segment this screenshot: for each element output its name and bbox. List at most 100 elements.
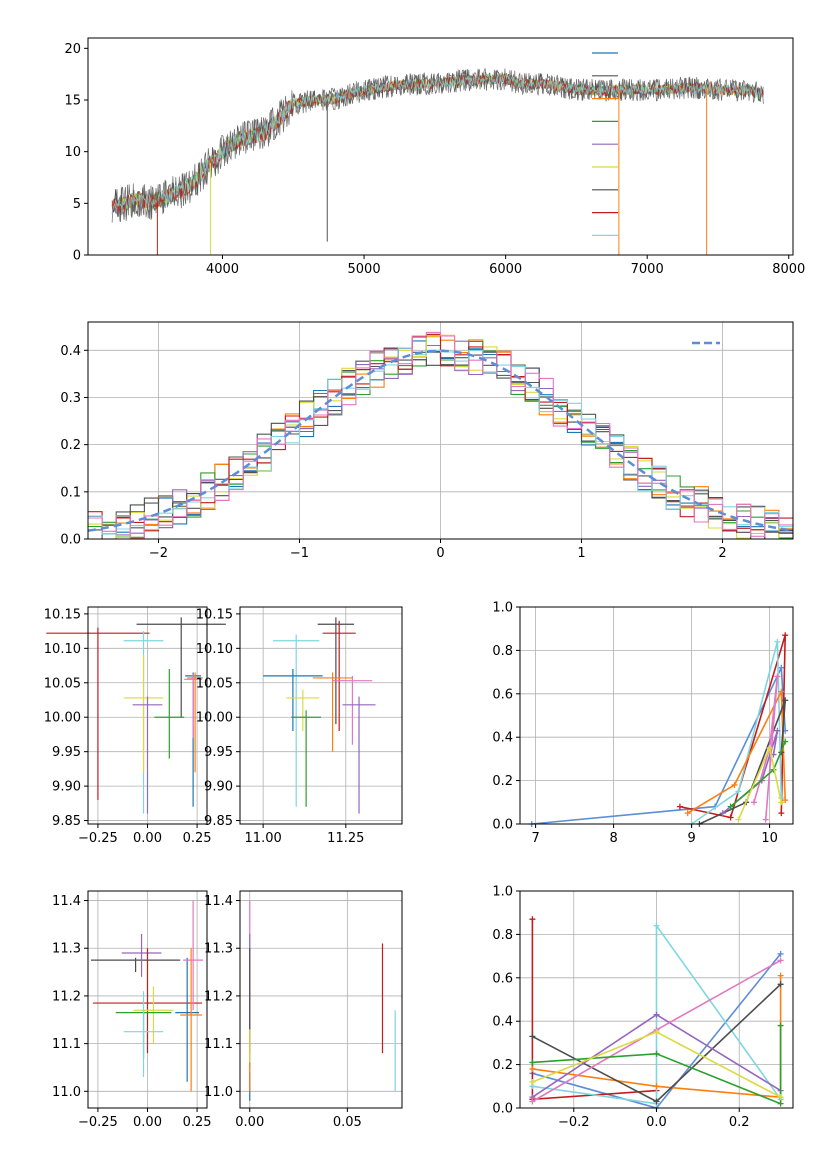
weight-marker	[653, 1029, 660, 1036]
plot-area	[90, 900, 204, 1092]
spectrum-line-5	[111, 73, 764, 215]
y-tick-label: 0.4	[492, 1015, 513, 1030]
x-tick-label: 0.00	[235, 1115, 264, 1130]
y-tick-label: 11.3	[52, 942, 81, 957]
y-tick-label: 10.15	[44, 607, 81, 622]
y-tick-label: 9.85	[52, 814, 81, 829]
y-tick-label: 0.3	[60, 391, 81, 406]
weight-marker	[778, 688, 785, 695]
x-tick-label: 6000	[489, 262, 522, 277]
weight-marker	[774, 638, 781, 645]
histogram-series-9	[88, 347, 793, 535]
y-tick-label: 11.2	[204, 989, 233, 1004]
y-tick-label: 11.1	[52, 1037, 81, 1052]
x-tick-label: −0.2	[558, 1115, 590, 1130]
y-tick-label: 10.10	[196, 642, 233, 657]
x-tick-label: −2	[149, 546, 168, 561]
y-tick-label: 9.90	[204, 780, 233, 795]
weight-marker	[653, 1083, 660, 1090]
y-tick-label: 5	[73, 197, 81, 212]
y-tick-label: 10.00	[44, 711, 81, 726]
y-tick-label: 0.8	[492, 644, 513, 659]
y-tick-label: 1.0	[492, 601, 513, 616]
weight-marker	[731, 781, 738, 788]
x-tick-label: 0.25	[183, 1115, 212, 1130]
axes-frame	[87, 890, 208, 1109]
weight-line-3	[691, 641, 783, 825]
weight-marker	[778, 810, 785, 817]
spectrum-line-2	[111, 68, 764, 222]
weight-marker	[653, 1098, 660, 1105]
axes-frame	[239, 890, 403, 1109]
plot-area	[263, 617, 376, 814]
weight-marker	[778, 799, 785, 806]
x-tick-label: 4000	[206, 262, 239, 277]
spectrum-line-1	[111, 72, 764, 212]
y-tick-label: 0.1	[60, 485, 81, 500]
x-tick-label: 0	[436, 546, 444, 561]
y-tick-label: 0.6	[492, 971, 513, 986]
x-tick-label: 11.25	[327, 831, 364, 846]
weight-marker	[529, 1033, 536, 1040]
histogram-series-8	[88, 333, 793, 535]
weight-marker	[782, 797, 789, 804]
x-tick-label: 5000	[348, 262, 381, 277]
weight-marker	[529, 1098, 536, 1105]
panel-1: 4000 5000 6000 7000 8000 0 5 10 15 20	[64, 42, 805, 277]
y-tick-label: 0	[73, 249, 81, 264]
y-tick-label: 20	[64, 42, 81, 57]
x-tick-label: −1	[290, 546, 309, 561]
y-tick-label: 0.6	[492, 687, 513, 702]
panel-3: −0.25 0.00 0.25 9.85 9.90 9.95 10.00 10.05 10.10…	[44, 607, 226, 846]
weight-marker	[727, 814, 734, 821]
plot-area	[528, 632, 789, 827]
y-tick-label: 0.2	[492, 1058, 513, 1073]
y-tick-label: 0.0	[492, 1102, 513, 1117]
panel-8: −0.2 0.0 0.2 0.0 0.2 0.4 0.6 0.8 1.0	[492, 885, 793, 1130]
y-tick-label: 0.8	[492, 928, 513, 943]
y-tick-label: 1.0	[492, 885, 513, 900]
axes-frame	[239, 606, 403, 825]
weight-marker	[777, 1022, 784, 1029]
y-tick-label: 9.85	[204, 814, 233, 829]
axes-frame	[519, 890, 794, 1109]
x-tick-label: 11.00	[245, 831, 282, 846]
weight-marker	[727, 803, 734, 810]
y-tick-label: 0.4	[492, 731, 513, 746]
x-tick-label: 7000	[631, 262, 664, 277]
x-tick-label: 0.2	[729, 1115, 750, 1130]
y-tick-label: 10.00	[196, 711, 233, 726]
weight-line-8	[532, 1025, 782, 1105]
weight-marker	[653, 1011, 660, 1018]
y-tick-label: 0.0	[492, 818, 513, 833]
normal-curve	[87, 349, 791, 532]
y-tick-label: 11.0	[204, 1085, 233, 1100]
y-tick-label: 10.05	[196, 676, 233, 691]
panel-6: −0.25 0.00 0.25 11.0 11.1 11.2 11.3 11.4	[52, 891, 212, 1130]
weight-marker	[777, 1094, 784, 1101]
y-tick-label: 10.05	[44, 676, 81, 691]
weight-marker	[719, 810, 726, 817]
panel-4: 11.00 11.25 9.85 9.90 9.95 10.00 10.05 10.10 10.…	[196, 607, 402, 846]
x-tick-label: 2	[718, 546, 726, 561]
y-tick-label: 11.4	[52, 894, 81, 909]
y-tick-label: 0.4	[60, 344, 81, 359]
spectrum-line-3	[111, 73, 764, 213]
x-tick-label: 10	[761, 831, 778, 846]
x-tick-label: 9	[687, 831, 695, 846]
axes-frame	[87, 321, 794, 540]
y-tick-label: 11.0	[52, 1085, 81, 1100]
spectrum-line-9	[111, 73, 764, 215]
weight-marker	[653, 922, 660, 929]
weight-marker	[676, 803, 683, 810]
y-tick-label: 0.2	[492, 774, 513, 789]
spectrum-line-8	[111, 73, 764, 213]
y-tick-label: 0.2	[60, 438, 81, 453]
axes-frame	[519, 606, 794, 825]
weight-marker	[782, 738, 789, 745]
x-tick-label: 8000	[772, 262, 805, 277]
weight-marker	[529, 1065, 536, 1072]
weight-marker	[529, 1059, 536, 1066]
x-tick-label: 7	[531, 831, 539, 846]
